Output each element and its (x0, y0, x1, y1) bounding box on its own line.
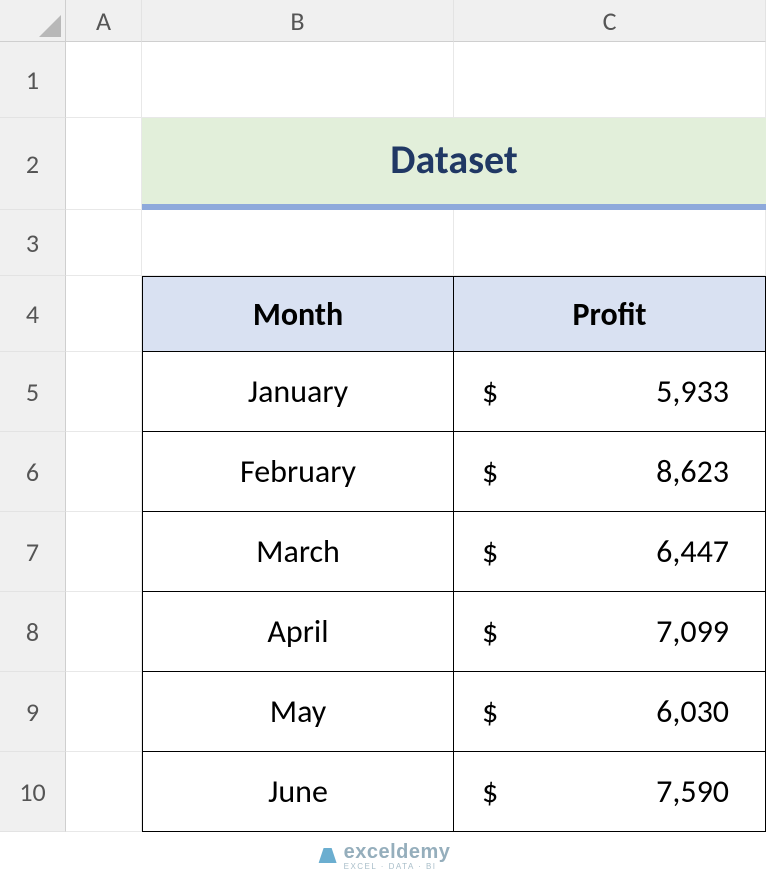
profit-value: 8,623 (656, 452, 729, 491)
spreadsheet-grid: A B C 1 2 Dataset 3 4 Month Profit Janua… (0, 0, 768, 832)
data-table: Month Profit January $ 5,933 February $ … (142, 276, 766, 832)
exceldemy-logo-icon (318, 846, 338, 866)
row-header-3[interactable]: 3 (0, 210, 66, 276)
cell-C3[interactable] (454, 210, 766, 276)
cell-A4[interactable] (66, 276, 142, 352)
table-cell-month[interactable]: March (142, 512, 454, 592)
cell-B1[interactable] (142, 42, 454, 118)
cell-A3[interactable] (66, 210, 142, 276)
cell-A5[interactable] (66, 352, 142, 432)
profit-value: 5,933 (656, 372, 729, 411)
currency-symbol: $ (482, 372, 498, 411)
cell-C1[interactable] (454, 42, 766, 118)
watermark-tagline: EXCEL · DATA · BI (344, 862, 451, 871)
table-cell-profit[interactable]: $ 7,590 (454, 752, 766, 832)
row-header-2[interactable]: 2 (0, 118, 66, 210)
col-header-B[interactable]: B (142, 0, 454, 42)
row-header-5[interactable]: 5 (0, 352, 66, 432)
cell-A10[interactable] (66, 752, 142, 832)
watermark-text: exceldemy EXCEL · DATA · BI (344, 841, 451, 871)
select-all-corner[interactable] (0, 0, 66, 42)
profit-value: 7,099 (656, 612, 729, 651)
col-header-C[interactable]: C (454, 0, 766, 42)
cell-A6[interactable] (66, 432, 142, 512)
table-cell-month[interactable]: May (142, 672, 454, 752)
currency-symbol: $ (482, 772, 498, 811)
table-cell-profit[interactable]: $ 6,447 (454, 512, 766, 592)
row-header-6[interactable]: 6 (0, 432, 66, 512)
cell-A8[interactable] (66, 592, 142, 672)
table-cell-month[interactable]: January (142, 352, 454, 432)
table-cell-profit[interactable]: $ 6,030 (454, 672, 766, 752)
profit-value: 7,590 (656, 772, 729, 811)
currency-symbol: $ (482, 612, 498, 651)
table-cell-month[interactable]: April (142, 592, 454, 672)
row-header-1[interactable]: 1 (0, 42, 66, 118)
table-cell-month[interactable]: February (142, 432, 454, 512)
row-header-7[interactable]: 7 (0, 512, 66, 592)
table-header-profit[interactable]: Profit (454, 276, 766, 352)
watermark: exceldemy EXCEL · DATA · BI (318, 841, 451, 871)
profit-value: 6,030 (656, 692, 729, 731)
currency-symbol: $ (482, 452, 498, 491)
cell-A9[interactable] (66, 672, 142, 752)
row-header-4[interactable]: 4 (0, 276, 66, 352)
table-cell-profit[interactable]: $ 5,933 (454, 352, 766, 432)
cell-A7[interactable] (66, 512, 142, 592)
table-cell-month[interactable]: June (142, 752, 454, 832)
row-header-9[interactable]: 9 (0, 672, 66, 752)
watermark-brand: exceldemy (344, 841, 451, 863)
row-header-8[interactable]: 8 (0, 592, 66, 672)
currency-symbol: $ (482, 532, 498, 571)
title-cell[interactable]: Dataset (142, 118, 766, 210)
table-header-month[interactable]: Month (142, 276, 454, 352)
table-cell-profit[interactable]: $ 8,623 (454, 432, 766, 512)
row-header-10[interactable]: 10 (0, 752, 66, 832)
profit-value: 6,447 (656, 532, 729, 571)
cell-A1[interactable] (66, 42, 142, 118)
cell-A2[interactable] (66, 118, 142, 210)
currency-symbol: $ (482, 692, 498, 731)
col-header-A[interactable]: A (66, 0, 142, 42)
table-cell-profit[interactable]: $ 7,099 (454, 592, 766, 672)
cell-B3[interactable] (142, 210, 454, 276)
